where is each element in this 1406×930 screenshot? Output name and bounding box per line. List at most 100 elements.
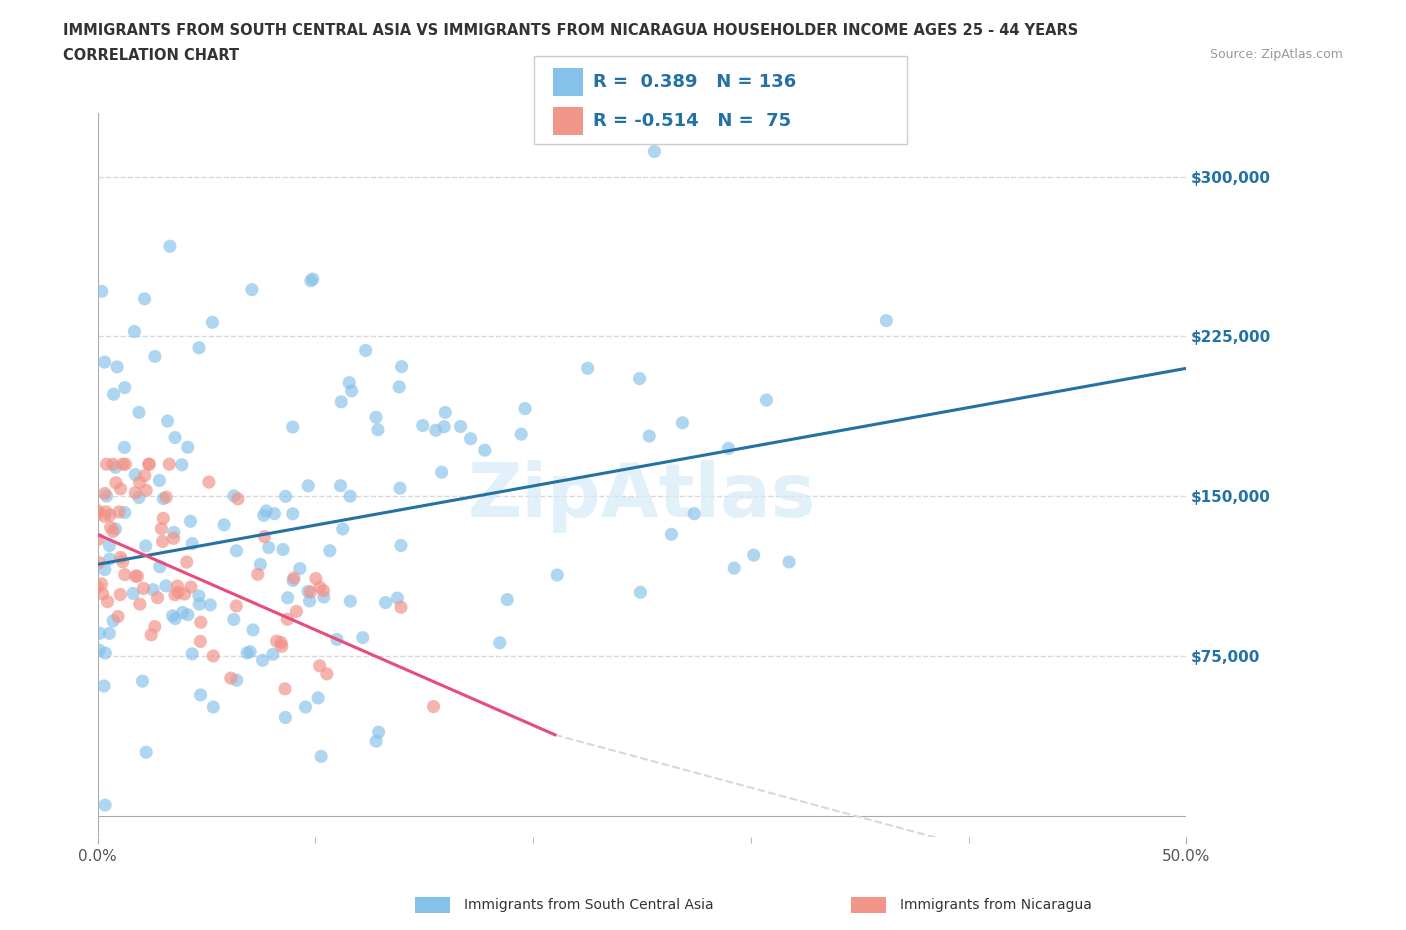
Point — [98, 551, 121, 566]
Point — [180, 579, 202, 594]
Point — [433, 419, 456, 434]
Point — [132, 581, 155, 596]
Text: IMMIGRANTS FROM SOUTH CENTRAL ASIA VS IMMIGRANTS FROM NICARAGUA HOUSEHOLDER INCO: IMMIGRANTS FROM SOUTH CENTRAL ASIA VS IM… — [63, 23, 1078, 38]
Point — [101, 614, 124, 629]
Point — [89, 643, 111, 658]
Point — [240, 282, 263, 297]
Point — [90, 577, 112, 591]
Point — [262, 647, 284, 662]
Point — [425, 423, 447, 438]
Point — [222, 612, 245, 627]
Point — [155, 578, 177, 593]
Point — [299, 585, 322, 600]
Point — [212, 517, 235, 532]
Point — [253, 529, 276, 544]
Point — [319, 543, 342, 558]
Point — [367, 422, 389, 437]
Point — [222, 488, 245, 503]
Point — [875, 313, 897, 328]
Point — [281, 419, 304, 434]
Point — [198, 474, 221, 489]
Point — [124, 485, 146, 500]
Point — [103, 387, 125, 402]
Point — [274, 489, 297, 504]
Point — [142, 582, 165, 597]
Point — [105, 360, 128, 375]
Point — [201, 315, 224, 330]
Point — [104, 475, 127, 490]
Point — [661, 527, 683, 542]
Point — [104, 459, 127, 474]
Point — [226, 491, 249, 506]
Point — [188, 597, 211, 612]
Point — [159, 239, 181, 254]
Point — [742, 548, 765, 563]
Point — [104, 522, 127, 537]
Point — [114, 505, 136, 520]
Point — [546, 567, 568, 582]
Point — [94, 562, 117, 577]
Point — [150, 521, 173, 536]
Point — [330, 394, 353, 409]
Point — [288, 561, 311, 576]
Point — [434, 405, 457, 420]
Point — [253, 508, 276, 523]
Point — [312, 583, 335, 598]
Point — [225, 599, 247, 614]
Point — [148, 473, 170, 488]
Point — [276, 612, 298, 627]
Point — [337, 376, 360, 391]
Point — [200, 597, 222, 612]
Point — [202, 699, 225, 714]
Point — [94, 504, 117, 519]
Point — [307, 690, 329, 705]
Point — [366, 734, 388, 749]
Text: Immigrants from South Central Asia: Immigrants from South Central Asia — [464, 897, 714, 912]
Point — [143, 349, 166, 364]
Point — [312, 590, 335, 604]
Point — [86, 579, 108, 594]
Point — [111, 457, 134, 472]
Point — [683, 506, 706, 521]
Point — [143, 619, 166, 634]
Text: Immigrants from Nicaragua: Immigrants from Nicaragua — [900, 897, 1091, 912]
Point — [181, 646, 204, 661]
Point — [190, 687, 212, 702]
Point — [316, 667, 339, 682]
Point — [135, 538, 157, 553]
Point — [474, 443, 496, 458]
Point — [134, 468, 156, 483]
Point — [101, 457, 124, 472]
Point — [299, 273, 322, 288]
Point — [628, 371, 651, 386]
Point — [254, 503, 277, 518]
Point — [98, 508, 121, 523]
Point — [374, 595, 396, 610]
Point — [271, 542, 294, 557]
Point — [177, 607, 200, 622]
Point — [128, 490, 150, 505]
Point — [155, 490, 177, 505]
Point — [671, 416, 693, 431]
Point — [138, 457, 160, 472]
Point — [172, 605, 194, 620]
Point — [309, 749, 332, 764]
Text: R =  0.389   N = 136: R = 0.389 N = 136 — [593, 73, 797, 91]
Point — [146, 591, 169, 605]
Point — [242, 622, 264, 637]
Point — [298, 593, 321, 608]
Point — [301, 272, 323, 286]
Point — [163, 587, 186, 602]
Point — [141, 628, 163, 643]
Point — [778, 554, 800, 569]
Point — [177, 440, 200, 455]
Point — [181, 537, 204, 551]
Point — [167, 585, 190, 600]
Point — [162, 531, 184, 546]
Point — [285, 604, 308, 618]
Point — [87, 555, 110, 570]
Point — [297, 584, 319, 599]
Point — [277, 591, 299, 605]
Point — [96, 457, 118, 472]
Point — [89, 626, 111, 641]
